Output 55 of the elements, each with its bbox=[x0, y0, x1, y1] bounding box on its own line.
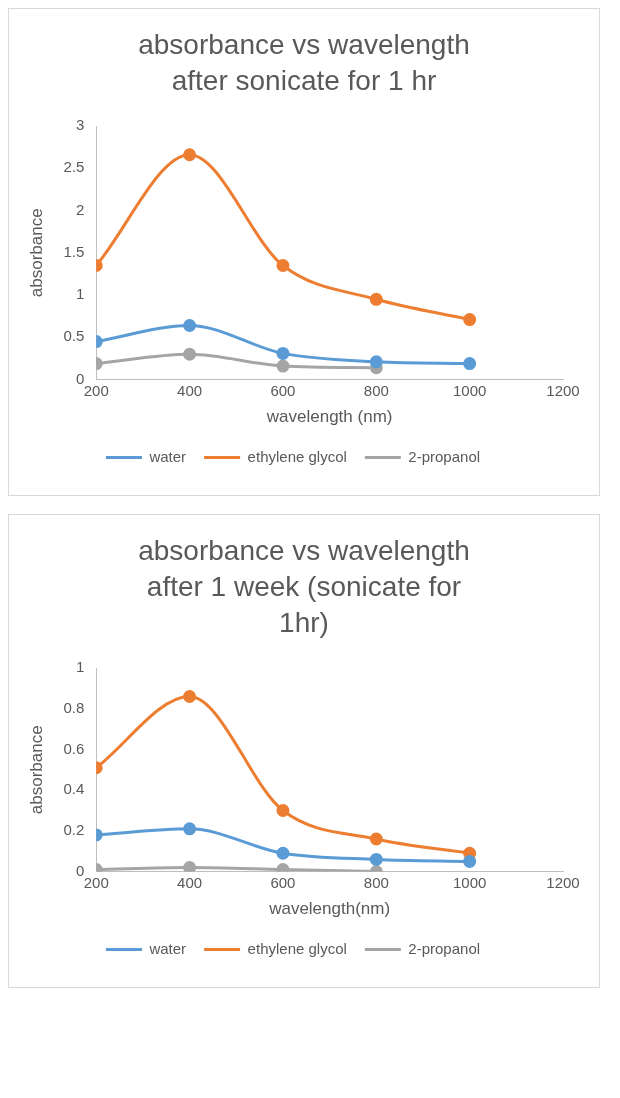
point bbox=[369, 832, 383, 846]
point bbox=[183, 822, 197, 836]
point bbox=[276, 804, 290, 818]
legend-label: ethylene glycol bbox=[247, 939, 347, 957]
point bbox=[183, 347, 197, 361]
point bbox=[276, 258, 290, 272]
x-tick-label: 800 bbox=[363, 381, 389, 399]
legend-label: ethylene glycol bbox=[247, 447, 347, 465]
legend-label: water bbox=[148, 939, 187, 957]
point bbox=[183, 148, 197, 162]
chart-title: absorbance vs wavelength after sonicate for 1 hr bbox=[137, 28, 471, 98]
y-tick-label: 2.5 bbox=[63, 158, 85, 176]
point bbox=[183, 690, 197, 703]
y-tick-label: 0 bbox=[75, 369, 85, 387]
y-tick-label: 0.8 bbox=[63, 698, 85, 716]
x-tick-label: 400 bbox=[177, 381, 203, 399]
y-tick-label: 0.4 bbox=[63, 780, 85, 798]
legend-label: 2-propanol bbox=[408, 939, 481, 957]
y-tick-label: 1.5 bbox=[63, 242, 85, 260]
y-tick-label: 1 bbox=[75, 285, 85, 303]
x-axis-title: wavelength(nm) bbox=[268, 899, 391, 919]
point bbox=[463, 357, 477, 371]
y-tick-label: 3 bbox=[75, 116, 85, 134]
point bbox=[369, 355, 383, 369]
x-tick-label: 800 bbox=[363, 873, 389, 891]
legend-label: water bbox=[148, 447, 187, 465]
point bbox=[369, 852, 383, 866]
y-tick-label: 1 bbox=[75, 658, 85, 676]
chart-title: absorbance vs wavelength after 1 week (sonicate for 1hr) bbox=[137, 534, 471, 640]
point bbox=[276, 346, 290, 360]
point bbox=[276, 359, 290, 373]
y-tick-label: 0.2 bbox=[63, 821, 85, 839]
y-axis-title: absorbance bbox=[26, 208, 46, 298]
x-axis-title: wavelength (nm) bbox=[265, 407, 393, 427]
point bbox=[183, 861, 197, 872]
y-tick-label: 0 bbox=[75, 861, 85, 879]
point bbox=[183, 319, 197, 332]
x-tick-label: 1200 bbox=[546, 381, 580, 399]
x-tick-label: 600 bbox=[270, 381, 296, 399]
x-tick-label: 1200 bbox=[546, 873, 580, 891]
y-axis-title: absorbance bbox=[26, 725, 46, 815]
legend-label: 2-propanol bbox=[408, 447, 481, 465]
point bbox=[369, 292, 383, 306]
point bbox=[276, 846, 290, 860]
point bbox=[463, 854, 477, 868]
y-tick-label: 2 bbox=[75, 200, 85, 218]
x-tick-label: 1000 bbox=[452, 873, 487, 891]
y-tick-label: 0.5 bbox=[63, 327, 85, 345]
x-tick-label: 200 bbox=[83, 381, 109, 399]
point bbox=[463, 313, 477, 327]
x-tick-label: 1000 bbox=[452, 381, 487, 399]
x-tick-label: 200 bbox=[83, 873, 109, 891]
x-tick-label: 600 bbox=[270, 873, 296, 891]
x-tick-label: 400 bbox=[177, 873, 203, 891]
y-tick-label: 0.6 bbox=[63, 739, 85, 757]
